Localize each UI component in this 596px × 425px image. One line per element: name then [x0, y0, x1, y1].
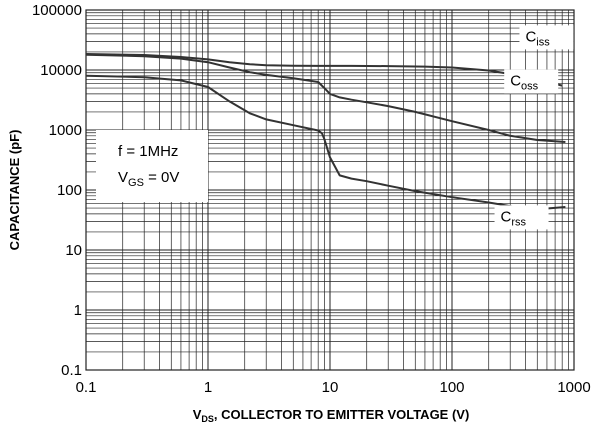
y-tick-label: 1: [74, 302, 82, 319]
y-tick-label: 100: [57, 182, 82, 199]
tick-labels: 0.1 1 10 100 1000 0.1 1 10 100 1000 10000 100000: [32, 2, 591, 396]
x-tick-label: 0.1: [76, 379, 97, 396]
series-line-coss: [85, 53, 566, 143]
annotation-vgs: VGS = 0V: [118, 169, 179, 189]
y-tick-label: 0.1: [61, 362, 82, 379]
series-label-bg: [494, 205, 549, 230]
y-tick-label: 1000: [49, 122, 82, 139]
x-tick-label: 1: [204, 379, 212, 396]
series-label-coss: Coss: [510, 73, 538, 93]
series-label-bg: [504, 69, 559, 94]
y-tick-label: 10: [65, 242, 82, 259]
series-line-ciss: [85, 53, 563, 87]
series-label-crss: Crss: [501, 208, 527, 228]
x-tick-label: 1000: [557, 379, 590, 396]
series-label-bg: [519, 25, 574, 50]
series-label-ciss: Ciss: [525, 28, 550, 48]
series-layer: Ciss Coss Crss: [85, 25, 574, 230]
y-tick-label: 100000: [32, 2, 82, 19]
annotation-frequency: f = 1MHz: [118, 143, 178, 160]
x-tick-label: 100: [439, 379, 464, 396]
y-tick-label: 10000: [40, 62, 82, 79]
annotation-box: [96, 130, 208, 202]
x-tick-label: 10: [322, 379, 339, 396]
x-axis-title: VDS, COLLECTOR TO EMITTER VOLTAGE (V): [193, 407, 470, 424]
y-axis-title: CAPACITANCE (pF): [7, 130, 22, 251]
series-line-crss: [85, 74, 566, 211]
plot-frame: [85, 9, 575, 371]
